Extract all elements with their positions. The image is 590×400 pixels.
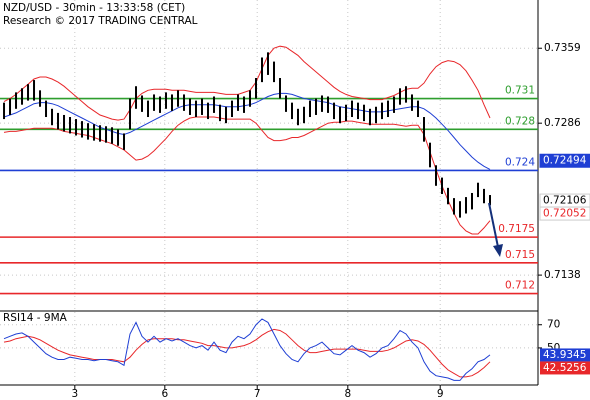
chart-subtitle: Research © 2017 TRADING CENTRAL xyxy=(3,15,198,27)
rsi-tag-box xyxy=(540,361,590,375)
arrow-shaft xyxy=(488,202,499,248)
price-tag-box xyxy=(539,153,590,168)
rsi-tag: 43.9345 xyxy=(543,349,586,361)
x-tick-label: 8 xyxy=(344,388,351,400)
rsi-tag-box xyxy=(540,348,590,362)
rsi-tick-label: 70 xyxy=(547,319,560,331)
rsi-line xyxy=(3,318,491,381)
y-tick-label: 0.7138 xyxy=(544,269,581,281)
arrow-head xyxy=(493,244,503,257)
rsi-ma-line xyxy=(3,328,491,378)
x-tick-label: 6 xyxy=(161,388,168,400)
price-tag-box xyxy=(539,206,590,221)
rsi-title: RSI14 - 9MA xyxy=(3,312,68,324)
chart-title: NZD/USD - 30min - 13:33:58 (CET) xyxy=(3,2,185,14)
y-tick-label: 0.7359 xyxy=(544,42,581,54)
bollinger-lower xyxy=(3,116,491,235)
level-label: 0.7175 xyxy=(498,223,535,235)
level-label: 0.712 xyxy=(505,280,535,292)
moving-average xyxy=(3,92,491,170)
y-tick-label: 0.7286 xyxy=(544,117,581,129)
bollinger-upper xyxy=(3,45,491,121)
level-label: 0.728 xyxy=(505,115,535,127)
price-tag: 0.72106 xyxy=(543,195,587,207)
x-tick-label: 9 xyxy=(437,388,444,400)
rsi-tag: 42.5256 xyxy=(543,362,587,374)
price-tag: 0.72052 xyxy=(543,208,586,220)
level-label: 0.715 xyxy=(505,249,535,261)
level-label: 0.724 xyxy=(505,156,535,168)
price-tag: 0.72494 xyxy=(543,155,587,167)
x-tick-label: 3 xyxy=(71,388,78,400)
trend-arrow xyxy=(488,202,503,257)
level-label: 0.731 xyxy=(505,85,535,97)
x-tick-label: 7 xyxy=(254,388,261,400)
